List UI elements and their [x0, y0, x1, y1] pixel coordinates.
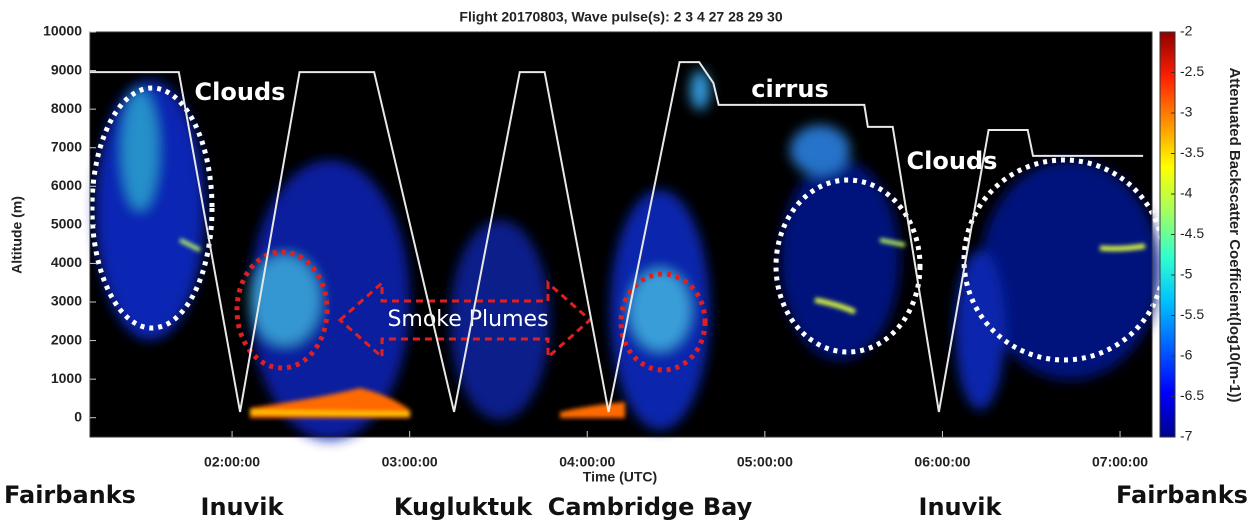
location-label: Cambridge Bay	[548, 493, 753, 521]
plot-frame	[89, 31, 1153, 438]
y-tick-label: 6000	[51, 177, 82, 193]
y-tick-label: 0	[74, 408, 82, 424]
y-tick-label: 9000	[51, 61, 82, 77]
location-label: Fairbanks	[1116, 481, 1248, 509]
y-tick-label: 3000	[51, 293, 82, 309]
x-tick-label: 05:00:00	[737, 454, 793, 470]
x-tick-label: 06:00:00	[914, 454, 970, 470]
colorbar-tick-label: -6	[1180, 347, 1193, 363]
annotation: cirrus	[751, 75, 829, 103]
y-tick-label: 10000	[43, 23, 82, 39]
colorbar-tick-label: -4.5	[1180, 225, 1204, 241]
colorbar-tick-label: -2	[1180, 23, 1193, 39]
colorbar-tick-label: -3.5	[1180, 144, 1204, 160]
y-tick-label: 8000	[51, 100, 82, 116]
colorbar-tick-label: -2.5	[1180, 63, 1204, 79]
colorbar-tick-label: -4	[1180, 185, 1193, 201]
backscatter-image	[95, 70, 1160, 440]
location-label: Inuvik	[201, 493, 285, 521]
location-label: Fairbanks	[4, 481, 136, 509]
x-tick-label: 03:00:00	[382, 454, 438, 470]
location-label: Kugluktuk	[394, 493, 533, 521]
x-tick-label: 07:00:00	[1092, 454, 1148, 470]
y-tick-label: 7000	[51, 138, 82, 154]
colorbar-tick-label: -5	[1180, 266, 1193, 282]
x-tick-label: 04:00:00	[559, 454, 615, 470]
location-label: Inuvik	[919, 493, 1003, 521]
y-tick-label: 1000	[51, 370, 82, 386]
colorbar-tick-label: -3	[1180, 104, 1193, 120]
y-tick-label: 4000	[51, 254, 82, 270]
annotation: Smoke Plumes	[387, 307, 548, 332]
colorbar-tick-label: -5.5	[1180, 306, 1204, 322]
annotation: Clouds	[195, 78, 286, 106]
colorbar-tick-label: -7	[1180, 428, 1193, 444]
x-tick-label: 02:00:00	[204, 454, 260, 470]
y-tick-label: 2000	[51, 331, 82, 347]
backscatter-layers	[179, 238, 1146, 418]
colorbar-tick-label: -6.5	[1180, 387, 1204, 403]
y-tick-label: 5000	[51, 216, 82, 232]
chart-title: Flight 20170803, Wave pulse(s): 2 3 4 27…	[459, 9, 782, 25]
colorbar-label: Attenuated Backscatter Coefficient(log10…	[1226, 67, 1243, 402]
x-axis-label: Time (UTC)	[583, 469, 657, 485]
y-axis-label: Altitude (m)	[9, 196, 25, 274]
flight-track	[90, 61, 1144, 413]
smoke-arrow	[337, 279, 593, 361]
